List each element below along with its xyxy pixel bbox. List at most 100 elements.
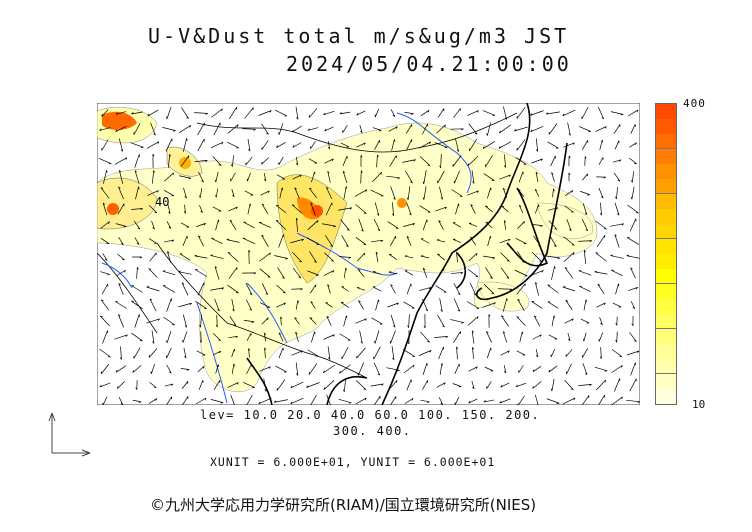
wind-arrow <box>356 110 366 116</box>
wind-arrow <box>615 283 620 295</box>
wind-arrow <box>275 204 287 214</box>
wind-arrow <box>214 298 220 312</box>
wind-arrow <box>292 267 302 279</box>
wind-arrow <box>390 186 396 200</box>
wind-arrow <box>372 171 382 183</box>
wind-arrow <box>598 187 604 199</box>
wind-arrow <box>327 140 331 150</box>
wind-arrow <box>227 141 239 149</box>
wind-arrow <box>102 330 109 344</box>
wind-arrow <box>229 219 237 231</box>
wind-arrow <box>291 204 303 214</box>
colorbar-segment <box>656 179 676 194</box>
wind-arrow <box>471 170 475 184</box>
wind-arrow <box>309 394 317 405</box>
wind-arrow <box>101 109 109 117</box>
wind-arrow <box>407 330 410 345</box>
wind-arrow <box>244 107 254 119</box>
wind-arrow <box>197 365 205 373</box>
wind-arrow <box>597 283 605 295</box>
wind-arrow <box>308 158 318 164</box>
wind-arrow <box>483 255 496 260</box>
wind-arrow <box>582 332 587 342</box>
wind-arrow <box>451 272 464 275</box>
wind-arrow <box>98 157 112 165</box>
wind-arrow <box>373 346 381 360</box>
wind-arrow <box>230 172 236 182</box>
wind-arrow <box>470 204 476 214</box>
wind-arrow <box>338 207 353 211</box>
wind-arrow <box>183 204 186 214</box>
wind-arrow <box>231 155 234 167</box>
wind-arrow <box>498 141 512 149</box>
wind-arrow <box>404 112 414 115</box>
wind-arrow <box>468 366 478 372</box>
wind-arrow <box>626 399 640 403</box>
wind-arrow <box>500 252 510 262</box>
wind-arrow <box>149 298 157 312</box>
wind-arrow <box>471 380 475 390</box>
wind-arrow <box>486 122 492 136</box>
wind-arrow <box>309 251 317 263</box>
wind-arrow <box>499 398 511 404</box>
wind-arrow <box>566 363 572 375</box>
wind-arrow <box>291 350 303 356</box>
wind-arrow <box>423 314 426 329</box>
wind-arrow <box>532 365 542 373</box>
wind-arrow <box>213 122 221 136</box>
wind-arrow <box>290 397 304 405</box>
wind-arrow <box>308 187 318 199</box>
wind-arrow <box>310 301 316 309</box>
wind-arrow <box>453 331 461 343</box>
wind-arrow <box>630 124 636 134</box>
wind-arrow <box>371 317 383 325</box>
wind-arrow <box>133 123 141 135</box>
wind-arrow <box>404 397 414 405</box>
wind-arrow <box>210 141 224 149</box>
wind-arrow <box>403 301 415 309</box>
wind-arrow <box>599 202 602 216</box>
wind-arrow <box>439 154 442 169</box>
wind-arrow <box>517 251 525 263</box>
wind-arrow <box>341 346 349 360</box>
wind-arrow <box>290 238 304 244</box>
credit-text: ©九州大学応用力学研究所(RIAM)/国立環境研究所(NIES) <box>150 496 537 514</box>
wind-arrow <box>610 111 624 116</box>
wind-arrow <box>373 218 381 232</box>
wind-arrow <box>358 218 364 232</box>
wind-arrow <box>564 318 574 324</box>
wind-arrow <box>118 282 124 295</box>
wind-arrow <box>150 122 156 136</box>
colorbar-segment <box>656 374 676 389</box>
wind-arrow <box>404 255 414 259</box>
wind-arrow <box>487 235 492 247</box>
wind-arrow <box>503 154 506 168</box>
wind-arrow <box>434 336 449 339</box>
wind-arrow <box>196 350 206 356</box>
colorbar-min-label: 10 <box>692 398 706 411</box>
wind-arrow <box>214 266 220 280</box>
dust-wind-map: 40 <box>97 103 640 405</box>
wind-arrow <box>261 203 269 215</box>
wind-arrow <box>581 218 589 232</box>
wind-arrow <box>373 395 381 405</box>
wind-arrow <box>323 380 335 390</box>
wind-arrow <box>308 108 318 118</box>
wind-arrow <box>613 172 621 182</box>
wind-arrow <box>467 110 479 116</box>
wind-arrow <box>563 236 575 246</box>
wind-arrow <box>599 317 603 326</box>
wind-arrow <box>467 156 479 166</box>
wind-arrow <box>422 362 428 376</box>
colorbar-segment <box>656 269 676 284</box>
wind-arrow <box>564 380 574 391</box>
wind-arrow <box>514 269 528 277</box>
wind-arrow <box>247 203 252 215</box>
wind-arrow <box>519 331 524 343</box>
wind-arrow <box>516 139 526 151</box>
wind-arrow <box>100 187 110 199</box>
wind-arrow <box>406 283 412 295</box>
wind-arrow <box>101 283 109 295</box>
wind-arrow <box>355 380 367 390</box>
wind-arrow <box>469 282 477 296</box>
